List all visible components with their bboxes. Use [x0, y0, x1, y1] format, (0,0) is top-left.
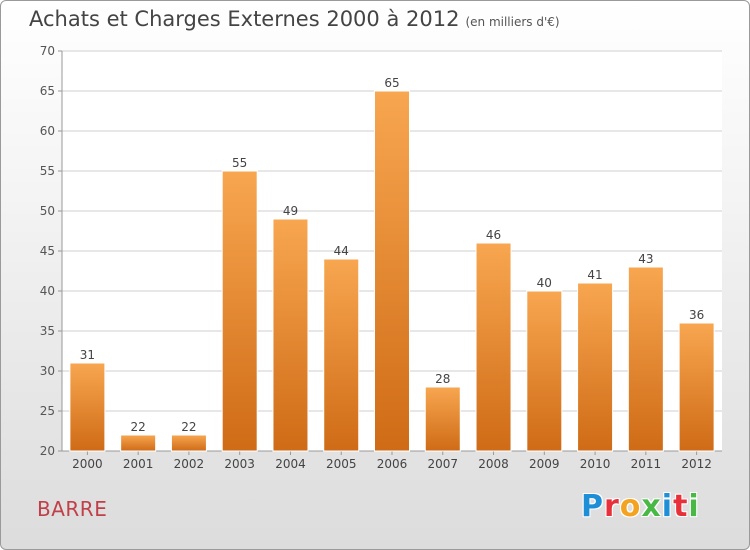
bar-2003 [221, 170, 258, 452]
y-tick-label: 60 [40, 124, 55, 138]
data-label-2003: 55 [232, 156, 247, 170]
y-tick-label: 55 [40, 164, 55, 178]
data-labels: 31 22 22 55 49 44 65 28 46 40 41 43 36 [80, 76, 705, 434]
bar-2002 [170, 434, 207, 452]
bar-2001 [120, 434, 157, 452]
x-tick-label-2001: 2001 [123, 457, 154, 471]
x-tick-label-2008: 2008 [478, 457, 509, 471]
x-tick-label-2012: 2012 [681, 457, 712, 471]
y-tick-label: 20 [40, 444, 55, 458]
y-tick-label: 40 [40, 284, 55, 298]
data-label-2010: 41 [587, 268, 602, 282]
x-tick-label-2006: 2006 [377, 457, 408, 471]
data-label-2011: 43 [638, 252, 653, 266]
logo-letter: r [604, 489, 620, 524]
data-label-2006: 65 [384, 76, 399, 90]
proxiti-logo: Proxiti [581, 489, 700, 524]
data-label-2002: 22 [181, 420, 196, 434]
logo-letter: o [619, 489, 642, 524]
logo-letter: i [688, 489, 700, 524]
x-tick-label-2005: 2005 [326, 457, 357, 471]
y-tick-label: 65 [40, 84, 55, 98]
x-tick-label-2004: 2004 [275, 457, 306, 471]
logo-letter: i [661, 489, 674, 524]
x-tick-label-2002: 2002 [174, 457, 205, 471]
bar-2011 [627, 266, 664, 452]
y-tick-label: 45 [40, 244, 55, 258]
y-tick-label: 35 [40, 324, 55, 338]
y-tick-label: 25 [40, 404, 55, 418]
data-label-2008: 46 [486, 228, 501, 242]
bar-2000 [69, 362, 106, 452]
bar-2008 [475, 242, 512, 452]
commune-name: BARRE [37, 497, 108, 521]
data-label-2007: 28 [435, 372, 450, 386]
y-tick-label: 50 [40, 204, 55, 218]
data-label-2005: 44 [334, 244, 349, 258]
logo-letter: x [641, 489, 662, 524]
chart-title-text: Achats et Charges Externes 2000 à 2012 [29, 7, 460, 31]
chart-subtitle: (en milliers d'€) [465, 15, 560, 29]
x-tick-label-2000: 2000 [72, 457, 103, 471]
logo-letter: P [581, 489, 604, 524]
bar-2004 [272, 218, 309, 452]
bar-2007 [424, 386, 461, 452]
chart-title: Achats et Charges Externes 2000 à 2012 (e… [29, 7, 560, 31]
bar-2009 [526, 290, 563, 452]
y-tick-label: 30 [40, 364, 55, 378]
bars [69, 90, 715, 452]
bar-2006 [374, 90, 410, 452]
x-tick-label-2009: 2009 [529, 457, 560, 471]
bar-2005 [323, 258, 360, 452]
x-tick-label-2003: 2003 [224, 457, 255, 471]
data-label-2012: 36 [689, 308, 704, 322]
data-label-2001: 22 [131, 420, 146, 434]
bar-2010 [577, 282, 614, 452]
data-label-2004: 49 [283, 204, 298, 218]
data-label-2000: 31 [80, 348, 95, 362]
data-label-2009: 40 [537, 276, 552, 290]
y-tick-label: 70 [40, 44, 55, 58]
logo-letter: t [673, 489, 689, 524]
bar-2012 [678, 322, 715, 452]
x-tick-label-2011: 2011 [631, 457, 662, 471]
x-tick-label-2010: 2010 [580, 457, 611, 471]
x-tick-label-2007: 2007 [427, 457, 458, 471]
